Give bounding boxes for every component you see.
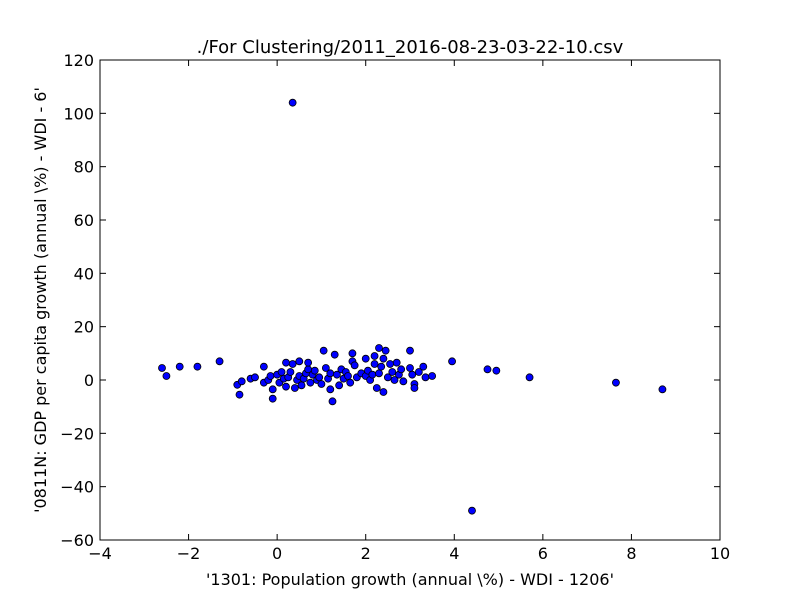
x-tick-label: 8	[626, 544, 636, 563]
scatter-point	[346, 378, 355, 387]
scatter-point	[348, 349, 357, 358]
y-tick-label: −20	[60, 424, 94, 443]
scatter-point	[310, 366, 319, 375]
scatter-point	[266, 372, 275, 380]
scatter-point	[368, 370, 377, 379]
x-tick-label: 0	[272, 544, 282, 563]
scatter-point	[392, 358, 401, 367]
scatter-point	[370, 352, 379, 360]
scatter-point	[290, 384, 299, 392]
scatter-point	[326, 369, 335, 378]
scatter-point	[428, 372, 437, 380]
scatter-point	[321, 364, 330, 372]
y-axis-label: '0811N: GDP per capita growth (annual \%…	[31, 87, 50, 513]
scatter-point	[406, 364, 414, 372]
scatter-point	[251, 373, 259, 382]
scatter-point	[379, 354, 388, 363]
scatter-point	[525, 373, 534, 382]
scatter-point	[421, 373, 430, 382]
scatter-point	[612, 378, 620, 387]
scatter-point	[317, 380, 326, 388]
plot-frame	[99, 59, 721, 541]
scatter-point	[319, 346, 328, 355]
scatter-point	[295, 357, 304, 366]
y-tick-label: 120	[63, 51, 94, 70]
scatter-point	[406, 346, 414, 355]
scatter-point	[286, 368, 295, 376]
scatter-point	[330, 350, 339, 359]
scatter-point	[215, 357, 224, 366]
scatter-point	[315, 373, 324, 382]
y-tick-label: −40	[60, 478, 94, 497]
x-axis-label: '1301: Population growth (annual \%) - W…	[206, 570, 614, 589]
scatter-point	[344, 372, 352, 380]
scatter-point	[397, 365, 406, 374]
scatter-point	[658, 385, 667, 394]
scatter-point	[419, 362, 428, 371]
scatter-point	[388, 368, 397, 376]
scatter-point	[306, 378, 315, 387]
scatter-point	[282, 358, 290, 367]
scatter-point	[237, 377, 246, 386]
scatter-point	[268, 385, 277, 394]
scatter-point	[282, 382, 290, 391]
scatter-point	[297, 381, 306, 390]
scatter-point	[335, 381, 344, 390]
scatter-points	[158, 98, 667, 515]
scatter-point	[383, 373, 392, 382]
scatter-point	[379, 388, 388, 396]
x-tick-label: 10	[710, 544, 730, 563]
y-tick-label: 100	[63, 104, 94, 123]
scatter-point	[386, 360, 394, 368]
scatter-point	[370, 360, 379, 368]
scatter-point	[235, 390, 244, 399]
y-tick-label: 80	[74, 158, 94, 177]
scatter-point	[399, 377, 408, 386]
scatter-point	[277, 368, 286, 376]
y-tick-label: 60	[74, 211, 94, 230]
scatter-point	[326, 385, 335, 394]
scatter-point	[328, 397, 337, 406]
scatter-point	[350, 361, 359, 370]
scatter-point	[375, 344, 383, 352]
scatter-point	[448, 357, 456, 366]
scatter-point	[390, 376, 399, 384]
y-tick-label: 20	[74, 318, 94, 337]
scatter-point	[381, 346, 390, 355]
scatter-point	[288, 360, 297, 368]
scatter-point	[375, 369, 383, 378]
scatter-point	[193, 362, 202, 371]
chart-title: ./For Clustering/2011_2016-08-23-03-22-1…	[197, 37, 624, 58]
scatter-point	[468, 506, 476, 515]
x-tick-label: 4	[449, 544, 459, 563]
scatter-point	[361, 354, 370, 363]
y-tick-label: 0	[84, 371, 94, 390]
scatter-point	[304, 358, 313, 367]
scatter-point	[372, 384, 381, 392]
scatter-point	[492, 366, 501, 375]
scatter-point	[158, 364, 166, 372]
scatter-point	[483, 365, 492, 374]
scatter-point	[259, 362, 268, 371]
scatter-point	[410, 384, 419, 392]
scatter-point	[175, 362, 184, 371]
scatter-point	[414, 368, 423, 376]
scatter-point	[288, 98, 297, 107]
x-tick-label: −4	[88, 544, 112, 563]
scatter-point	[408, 370, 417, 379]
x-tick-label: 2	[361, 544, 371, 563]
x-tick-label: −2	[177, 544, 201, 563]
x-tick-label: 6	[538, 544, 548, 563]
scatter-point	[377, 362, 386, 371]
y-tick-label: −60	[60, 531, 94, 550]
scatter-point	[268, 394, 277, 403]
scatter-point	[162, 372, 171, 380]
scatter-point	[333, 370, 341, 379]
y-tick-label: 40	[74, 264, 94, 283]
